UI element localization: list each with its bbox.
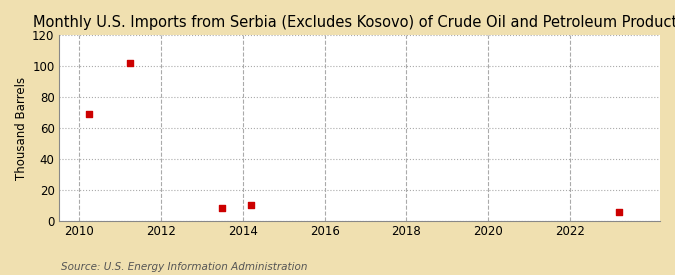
Point	[125, 61, 136, 65]
Point	[217, 206, 227, 211]
Point	[614, 209, 624, 214]
Text: Source: U.S. Energy Information Administration: Source: U.S. Energy Information Administ…	[61, 262, 307, 271]
Title: Monthly U.S. Imports from Serbia (Excludes Kosovo) of Crude Oil and Petroleum Pr: Monthly U.S. Imports from Serbia (Exclud…	[33, 15, 675, 30]
Point	[84, 112, 95, 116]
Y-axis label: Thousand Barrels: Thousand Barrels	[15, 76, 28, 180]
Point	[246, 203, 256, 208]
